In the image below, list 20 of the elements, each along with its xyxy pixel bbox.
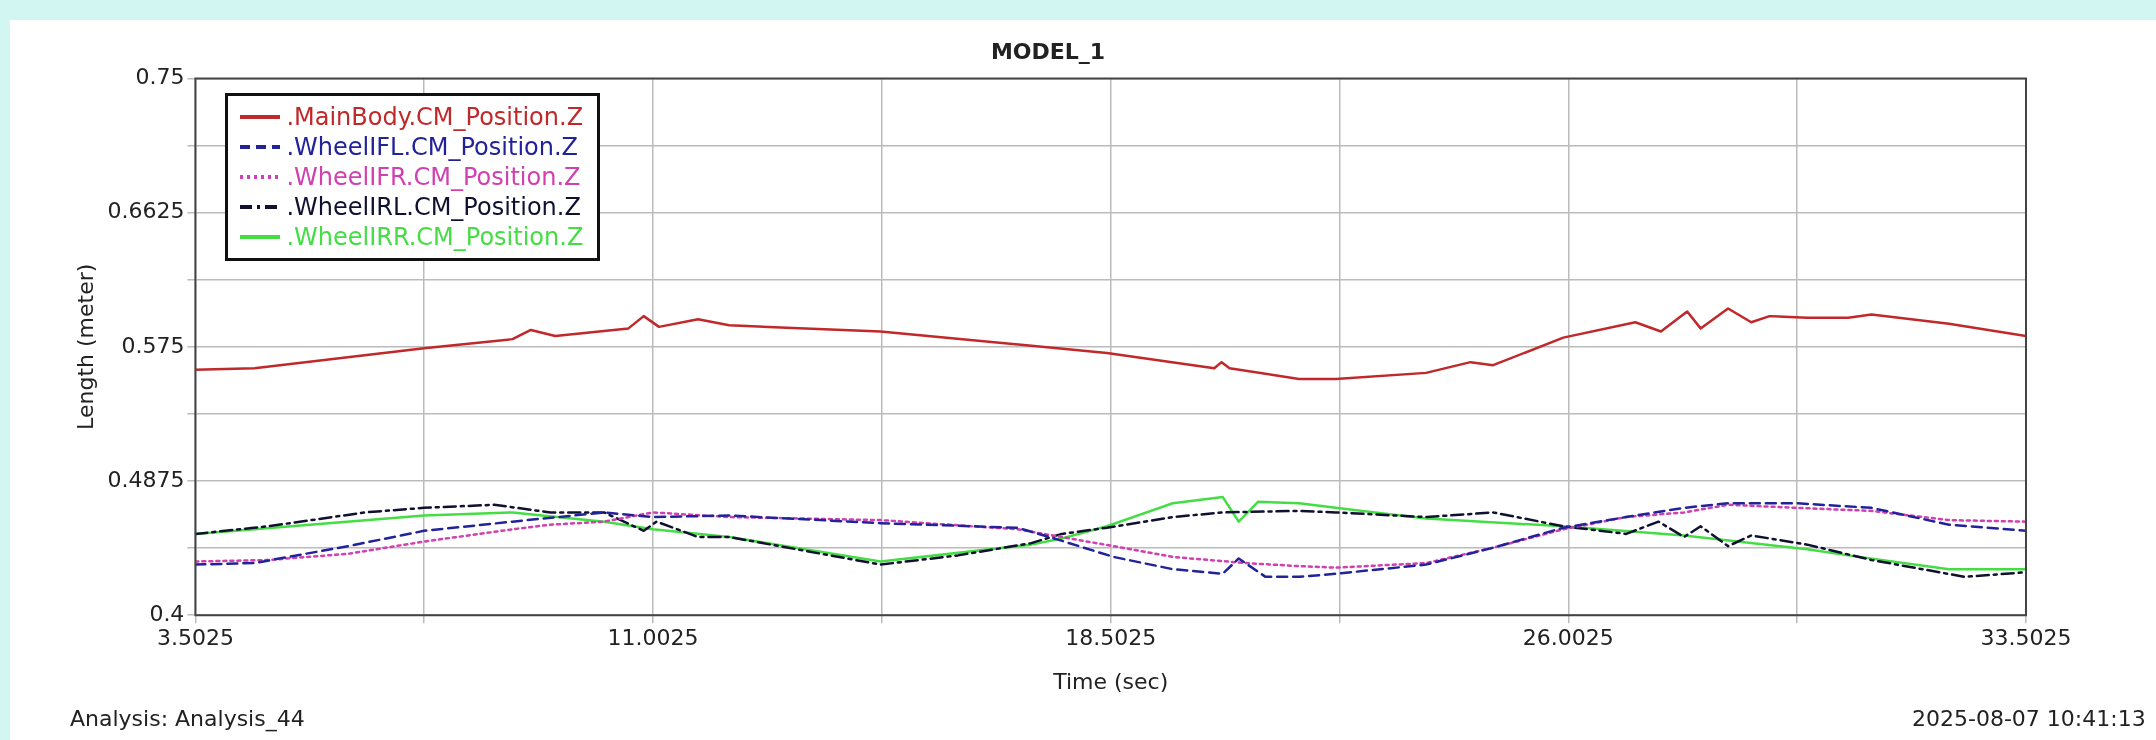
legend-label: .WheelIRR.CM_Position.Z [286,222,584,253]
chart-title: MODEL_1 [990,38,1106,64]
text: 2025-08-07 10:41:13 [1912,706,2146,731]
legend-label: .MainBody.CM_Position.Z [286,102,584,133]
x-tick-label: 18.5025 [1065,625,1157,651]
text: Analysis: Analysis_44 [70,706,305,731]
x-tick-label: 11.0025 [607,625,699,651]
x-tick-label: 3.5025 [156,625,234,651]
y-tick-label: 0.4875 [107,466,185,492]
y-tick-label: 0.6625 [107,198,185,224]
y-axis-title: Length (meter) [72,263,98,430]
x-axis-title: Time (sec) [1052,668,1169,694]
y-tick-label: 0.75 [135,64,185,90]
x-tick-label: 26.0025 [1522,625,1614,651]
legend-label: .WheelIFL.CM_Position.Z [286,132,579,163]
x-tick-label: 33.5025 [1980,625,2072,651]
legend-label: .WheelIRL.CM_Position.Z [286,192,581,223]
legend-label: .WheelIFR.CM_Position.Z [286,162,581,193]
y-tick-label: 0.4 [149,600,185,626]
y-tick-label: 0.575 [121,332,185,358]
